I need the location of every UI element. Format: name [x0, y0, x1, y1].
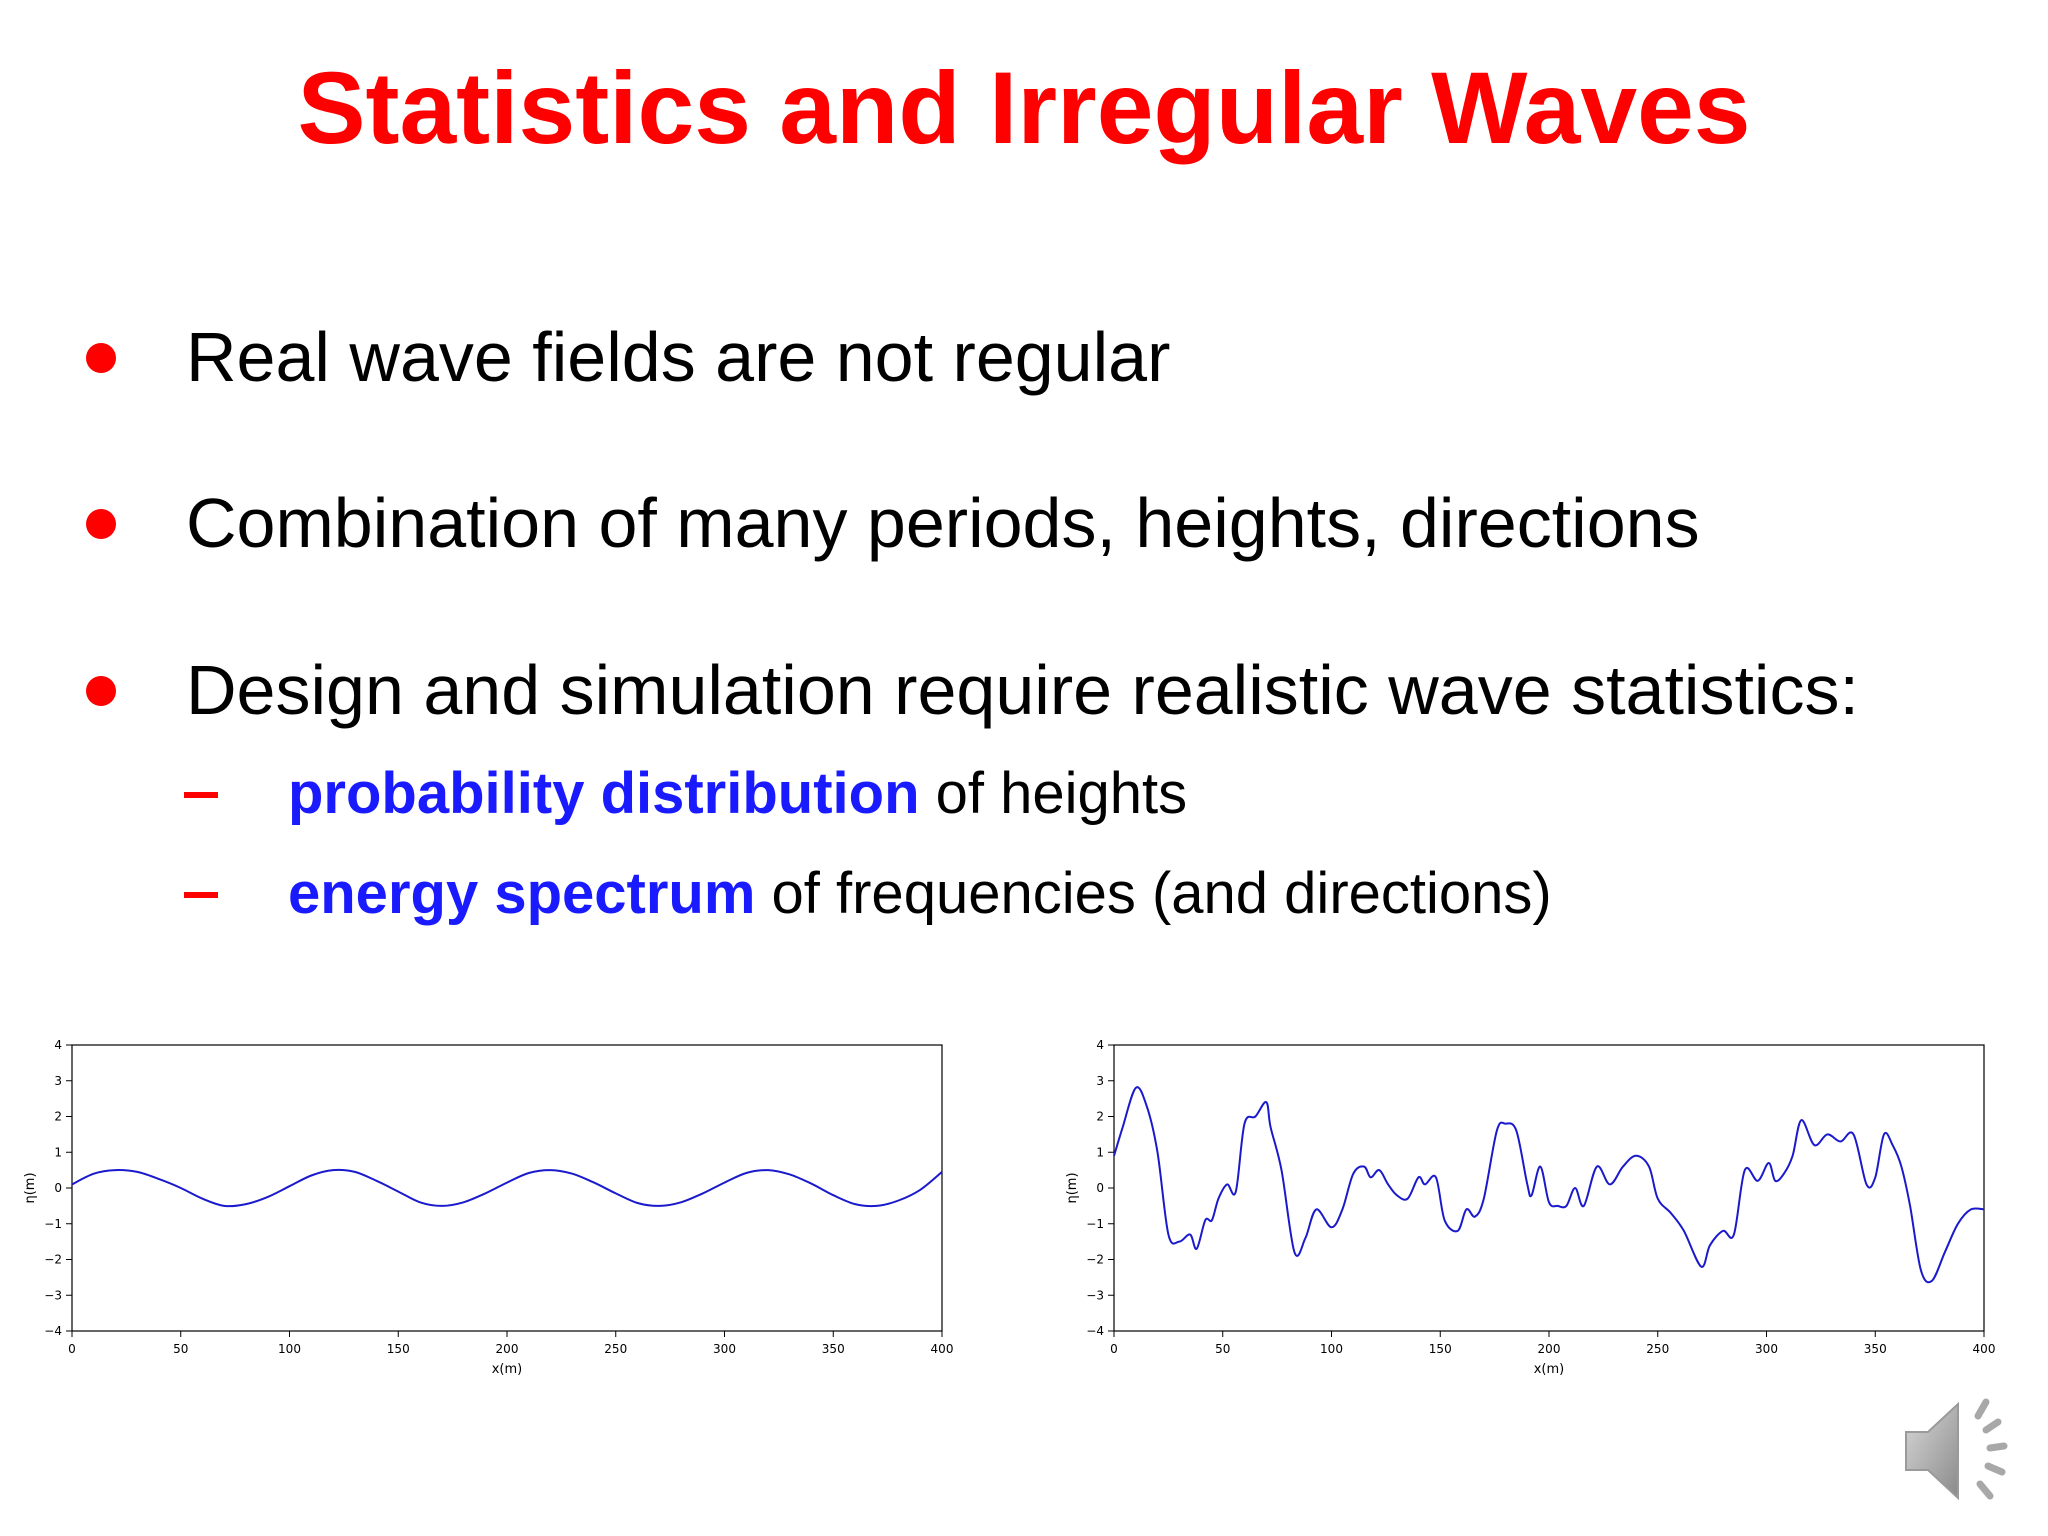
y-tick-label: −3 — [44, 1288, 62, 1302]
x-tick-label: 0 — [1110, 1342, 1118, 1356]
x-tick-label: 350 — [1864, 1342, 1887, 1356]
y-tick-label: 3 — [54, 1074, 62, 1088]
x-tick-label: 200 — [1538, 1342, 1561, 1356]
sub-bullet-rest: of frequencies (and directions) — [755, 861, 1552, 926]
irregular-wave-plot: 0 50 100 150 200 250 300 350 400 4 3 2 1 0 −1 −2 −3 −4 x(m… — [1065, 1038, 1996, 1377]
y-tick-label: 3 — [1096, 1074, 1104, 1088]
x-tick-label: 100 — [278, 1342, 301, 1356]
x-axis-label: x(m) — [1534, 1362, 1565, 1377]
bullet-dot-icon — [86, 343, 116, 373]
y-axis-label: η(m) — [23, 1172, 38, 1203]
x-tick-label: 250 — [1646, 1342, 1669, 1356]
y-tick-label: 0 — [54, 1181, 62, 1195]
plot-frame — [1113, 1044, 1985, 1332]
bullet-dot-icon — [86, 676, 116, 706]
y-tick-label: 1 — [54, 1145, 62, 1159]
x-tick-label: 50 — [1215, 1342, 1230, 1356]
series-line — [1113, 1086, 1985, 1284]
bullet-text: Design and simulation require realistic … — [186, 651, 1859, 729]
x-tick-label: 300 — [713, 1342, 736, 1356]
y-tick-label: 4 — [1096, 1038, 1104, 1052]
sub-bullet-rest: of heights — [919, 761, 1188, 826]
sub-bullet-dash-icon — [184, 792, 218, 798]
bullet-text: Real wave fields are not regular — [186, 318, 1171, 396]
y-tick-label: −2 — [1086, 1253, 1104, 1267]
sub-bullet-text: probability distribution of heights — [288, 756, 1187, 832]
x-tick-label: 150 — [1429, 1342, 1452, 1356]
y-tick-label: −3 — [1086, 1288, 1104, 1302]
plot-frame — [71, 1044, 943, 1332]
y-tick-label: −4 — [1086, 1324, 1104, 1338]
speaker-icon[interactable] — [1898, 1386, 2038, 1516]
slide-title: Statistics and Irregular Waves — [297, 51, 1751, 165]
x-tick-label: 250 — [604, 1342, 627, 1356]
sub-bullet-highlight: energy spectrum — [288, 861, 756, 926]
x-tick-label: 400 — [931, 1342, 954, 1356]
series-line — [71, 1168, 943, 1208]
bullet-dot-icon — [86, 509, 116, 539]
x-tick-label: 400 — [1973, 1342, 1996, 1356]
x-tick-label: 200 — [496, 1342, 519, 1356]
x-tick-label: 100 — [1320, 1342, 1343, 1356]
y-tick-label: −1 — [1086, 1217, 1104, 1231]
sub-bullet-text: energy spectrum of frequencies (and dire… — [288, 856, 1552, 932]
x-axis-label: x(m) — [492, 1362, 523, 1377]
y-tick-label: 2 — [54, 1110, 62, 1124]
y-tick-label: 2 — [1096, 1110, 1104, 1124]
sub-bullet-dash-icon — [184, 892, 218, 898]
x-tick-label: 300 — [1755, 1342, 1778, 1356]
y-tick-label: −2 — [44, 1253, 62, 1267]
y-tick-label: −4 — [44, 1324, 62, 1338]
y-tick-label: 1 — [1096, 1145, 1104, 1159]
x-tick-label: 50 — [173, 1342, 188, 1356]
sub-bullet-highlight: probability distribution — [288, 761, 920, 826]
regular-wave-plot: 0 50 100 150 200 250 300 350 400 4 3 2 1 0 −1 −2 −3 −4 x(m… — [23, 1038, 954, 1377]
y-tick-label: −1 — [44, 1217, 62, 1231]
y-tick-label: 0 — [1096, 1181, 1104, 1195]
y-tick-label: 4 — [54, 1038, 62, 1052]
y-axis-label: η(m) — [1065, 1172, 1080, 1203]
x-tick-label: 150 — [387, 1342, 410, 1356]
x-tick-label: 0 — [68, 1342, 76, 1356]
bullet-text: Combination of many periods, heights, di… — [186, 484, 1700, 562]
x-tick-label: 350 — [822, 1342, 845, 1356]
